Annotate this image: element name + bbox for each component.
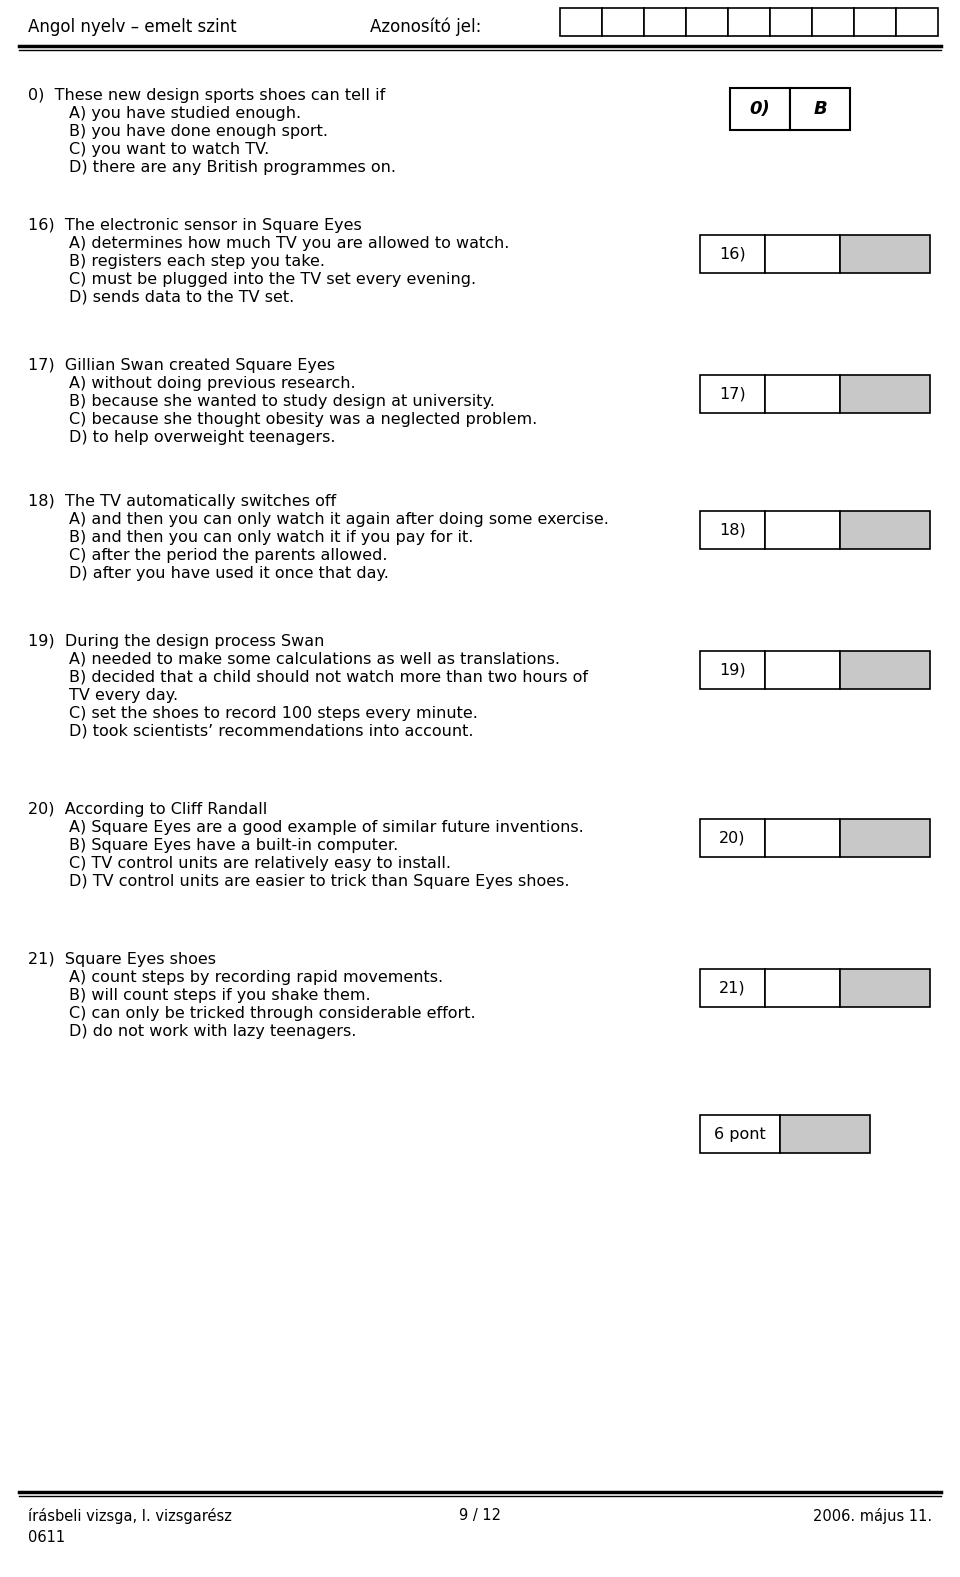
Bar xyxy=(840,818,930,856)
Text: 2006. május 11.: 2006. május 11. xyxy=(813,1508,932,1523)
Text: D) do not work with lazy teenagers.: D) do not work with lazy teenagers. xyxy=(28,1023,356,1039)
Bar xyxy=(700,1115,780,1153)
Text: 0): 0) xyxy=(750,99,770,118)
Text: TV every day.: TV every day. xyxy=(28,688,179,703)
Text: 18)  The TV automatically switches off: 18) The TV automatically switches off xyxy=(28,494,336,509)
Bar xyxy=(780,1115,870,1153)
Bar xyxy=(560,8,602,36)
Text: 19): 19) xyxy=(719,662,746,678)
Bar xyxy=(700,235,765,273)
Text: 21): 21) xyxy=(719,981,746,995)
Text: D) to help overweight teenagers.: D) to help overweight teenagers. xyxy=(28,431,335,445)
Text: B) decided that a child should not watch more than two hours of: B) decided that a child should not watch… xyxy=(28,670,588,684)
Bar xyxy=(765,511,840,549)
Text: A) needed to make some calculations as well as translations.: A) needed to make some calculations as w… xyxy=(28,651,560,667)
Bar xyxy=(840,375,930,413)
Text: C) because she thought obesity was a neglected problem.: C) because she thought obesity was a neg… xyxy=(28,412,538,427)
Text: C) TV control units are relatively easy to install.: C) TV control units are relatively easy … xyxy=(28,856,451,871)
Text: 18): 18) xyxy=(719,522,746,538)
Bar xyxy=(765,235,840,273)
Bar xyxy=(770,8,812,36)
Bar xyxy=(602,8,644,36)
Text: C) after the period the parents allowed.: C) after the period the parents allowed. xyxy=(28,547,388,563)
Bar xyxy=(840,235,930,273)
Text: 17): 17) xyxy=(719,386,746,402)
Text: C) set the shoes to record 100 steps every minute.: C) set the shoes to record 100 steps eve… xyxy=(28,706,478,721)
Bar xyxy=(854,8,896,36)
Text: B) because she wanted to study design at university.: B) because she wanted to study design at… xyxy=(28,394,494,408)
Text: B) and then you can only watch it if you pay for it.: B) and then you can only watch it if you… xyxy=(28,530,473,546)
Text: Angol nyelv – emelt szint: Angol nyelv – emelt szint xyxy=(28,17,236,36)
Bar xyxy=(728,8,770,36)
Bar xyxy=(644,8,686,36)
Bar xyxy=(840,511,930,549)
Bar xyxy=(700,375,765,413)
Text: B: B xyxy=(813,99,827,118)
Text: A) and then you can only watch it again after doing some exercise.: A) and then you can only watch it again … xyxy=(28,513,609,527)
Bar xyxy=(700,818,765,856)
Text: B) will count steps if you shake them.: B) will count steps if you shake them. xyxy=(28,989,371,1003)
Bar xyxy=(700,511,765,549)
Bar xyxy=(765,818,840,856)
Text: 9 / 12: 9 / 12 xyxy=(459,1508,501,1523)
Text: D) there are any British programmes on.: D) there are any British programmes on. xyxy=(28,159,396,175)
Text: D) TV control units are easier to trick than Square Eyes shoes.: D) TV control units are easier to trick … xyxy=(28,874,569,889)
Text: 6 pont: 6 pont xyxy=(714,1126,766,1142)
Bar xyxy=(700,968,765,1008)
Text: A) determines how much TV you are allowed to watch.: A) determines how much TV you are allowe… xyxy=(28,237,510,251)
Bar xyxy=(840,968,930,1008)
Text: D) after you have used it once that day.: D) after you have used it once that day. xyxy=(28,566,389,580)
Text: 0611: 0611 xyxy=(28,1530,65,1545)
Text: 20)  According to Cliff Randall: 20) According to Cliff Randall xyxy=(28,803,267,817)
Bar xyxy=(686,8,728,36)
Text: A) you have studied enough.: A) you have studied enough. xyxy=(28,106,301,121)
Text: 20): 20) xyxy=(719,831,746,845)
Text: C) you want to watch TV.: C) you want to watch TV. xyxy=(28,142,269,158)
Bar xyxy=(730,88,790,129)
Text: A) without doing previous research.: A) without doing previous research. xyxy=(28,375,355,391)
Text: 19)  During the design process Swan: 19) During the design process Swan xyxy=(28,634,324,650)
Bar xyxy=(765,375,840,413)
Bar xyxy=(765,968,840,1008)
Bar xyxy=(790,88,850,129)
Text: írásbeli vizsga, I. vizsgarész: írásbeli vizsga, I. vizsgarész xyxy=(28,1508,232,1523)
Text: D) sends data to the TV set.: D) sends data to the TV set. xyxy=(28,290,295,304)
Text: C) can only be tricked through considerable effort.: C) can only be tricked through considera… xyxy=(28,1006,475,1020)
Text: 16)  The electronic sensor in Square Eyes: 16) The electronic sensor in Square Eyes xyxy=(28,218,362,233)
Text: D) took scientists’ recommendations into account.: D) took scientists’ recommendations into… xyxy=(28,724,473,740)
Text: 0)  These new design sports shoes can tell if: 0) These new design sports shoes can tel… xyxy=(28,88,385,103)
Bar xyxy=(896,8,938,36)
Bar xyxy=(700,651,765,689)
Text: A) count steps by recording rapid movements.: A) count steps by recording rapid moveme… xyxy=(28,970,444,986)
Text: 16): 16) xyxy=(719,246,746,262)
Bar xyxy=(840,651,930,689)
Text: Azonosító jel:: Azonosító jel: xyxy=(370,17,481,36)
Bar xyxy=(765,651,840,689)
Text: B) Square Eyes have a built-in computer.: B) Square Eyes have a built-in computer. xyxy=(28,837,398,853)
Text: 21)  Square Eyes shoes: 21) Square Eyes shoes xyxy=(28,953,216,967)
Text: B) registers each step you take.: B) registers each step you take. xyxy=(28,254,325,270)
Text: C) must be plugged into the TV set every evening.: C) must be plugged into the TV set every… xyxy=(28,271,476,287)
Text: A) Square Eyes are a good example of similar future inventions.: A) Square Eyes are a good example of sim… xyxy=(28,820,584,834)
Text: 17)  Gillian Swan created Square Eyes: 17) Gillian Swan created Square Eyes xyxy=(28,358,335,374)
Bar xyxy=(812,8,854,36)
Text: B) you have done enough sport.: B) you have done enough sport. xyxy=(28,125,328,139)
